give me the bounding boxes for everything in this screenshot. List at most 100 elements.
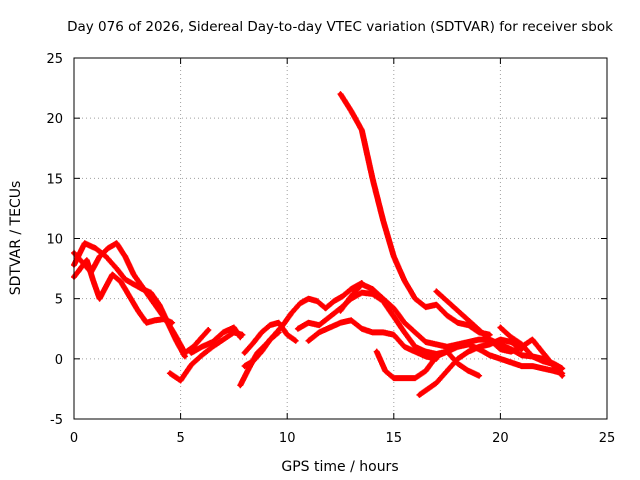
data-point <box>327 325 333 330</box>
data-point <box>242 350 247 356</box>
data-point <box>199 344 205 349</box>
data-point <box>348 318 354 323</box>
data-point <box>380 296 386 301</box>
data-point <box>189 362 194 368</box>
data-point <box>434 380 439 386</box>
data-point <box>519 353 524 358</box>
data-point <box>444 349 450 354</box>
data-point <box>348 108 354 114</box>
data-point <box>466 318 471 323</box>
data-point <box>103 284 109 289</box>
data-point <box>423 339 428 345</box>
data-point <box>122 254 128 259</box>
data-point <box>423 354 428 359</box>
data-point <box>412 330 418 335</box>
data-point <box>444 313 450 318</box>
data-point <box>359 128 365 133</box>
data-point <box>383 368 388 374</box>
series-track-6 <box>237 280 365 389</box>
data-point <box>242 363 247 369</box>
data-point <box>359 326 365 331</box>
data-point <box>306 320 311 325</box>
y-axis-title: SDTVAR / TECUs <box>8 181 24 296</box>
data-point <box>231 325 237 330</box>
data-point <box>380 330 386 335</box>
data-point <box>276 330 281 335</box>
data-point <box>314 298 320 304</box>
data-point <box>498 325 503 330</box>
data-point <box>267 337 273 342</box>
data-point <box>144 320 149 325</box>
data-point <box>359 282 365 287</box>
series-track-5 <box>188 324 244 356</box>
data-point <box>476 327 482 333</box>
data-point <box>97 296 102 301</box>
chart-title: Day 076 of 2026, Sidereal Day-to-day VTE… <box>67 19 613 35</box>
data-point <box>391 375 396 381</box>
data-point <box>82 241 87 246</box>
data-point <box>391 332 396 337</box>
data-point <box>167 371 173 376</box>
series-track-1 <box>71 240 212 356</box>
data-point <box>374 349 379 354</box>
data-point <box>323 306 328 311</box>
data-point <box>221 337 226 342</box>
data-point <box>331 298 337 304</box>
data-point <box>455 342 460 347</box>
data-point <box>370 176 375 181</box>
data-point <box>348 286 354 292</box>
data-point <box>250 340 256 346</box>
data-point <box>114 241 119 246</box>
series-track-8 <box>241 329 282 370</box>
data-point <box>169 320 175 325</box>
data-point <box>519 363 524 369</box>
data-point <box>84 257 89 263</box>
data-point <box>370 286 375 292</box>
data-point <box>498 337 503 342</box>
data-point <box>434 302 439 307</box>
x-tick-label: 5 <box>176 431 184 446</box>
data-point <box>289 310 294 316</box>
x-tick-label: 15 <box>386 431 403 446</box>
data-point <box>498 356 503 362</box>
data-point <box>178 378 183 383</box>
data-point <box>293 338 298 343</box>
data-point <box>455 308 460 313</box>
data-point <box>238 334 243 340</box>
series-track-15 <box>433 288 566 379</box>
data-point <box>530 363 535 369</box>
data-point <box>402 375 407 381</box>
data-point <box>157 308 162 313</box>
data-point <box>476 344 482 349</box>
data-point <box>103 254 109 259</box>
data-point <box>402 320 407 325</box>
data-point <box>105 245 111 251</box>
x-tick-label: 0 <box>70 431 78 446</box>
data-point <box>370 330 375 335</box>
data-point <box>540 356 546 362</box>
data-point <box>487 353 492 358</box>
data-point <box>359 290 365 295</box>
data-point <box>93 245 98 251</box>
x-tick-label: 20 <box>492 431 509 446</box>
data-point <box>380 218 386 223</box>
data-point <box>412 296 418 301</box>
data-point <box>140 284 145 289</box>
data-point <box>423 368 428 374</box>
data-point <box>206 327 211 333</box>
data-point <box>476 373 482 378</box>
y-tick-label: 10 <box>46 233 63 248</box>
data-point <box>306 296 311 301</box>
data-point <box>135 308 141 313</box>
data-point <box>444 298 450 304</box>
data-point <box>250 359 256 364</box>
data-point <box>508 334 514 340</box>
data-point <box>259 330 264 335</box>
data-point <box>498 347 503 352</box>
data-point <box>182 354 188 359</box>
data-point <box>161 316 166 322</box>
data-point <box>118 279 124 285</box>
data-point <box>148 296 153 301</box>
data-point <box>338 308 343 313</box>
data-point <box>131 282 136 287</box>
